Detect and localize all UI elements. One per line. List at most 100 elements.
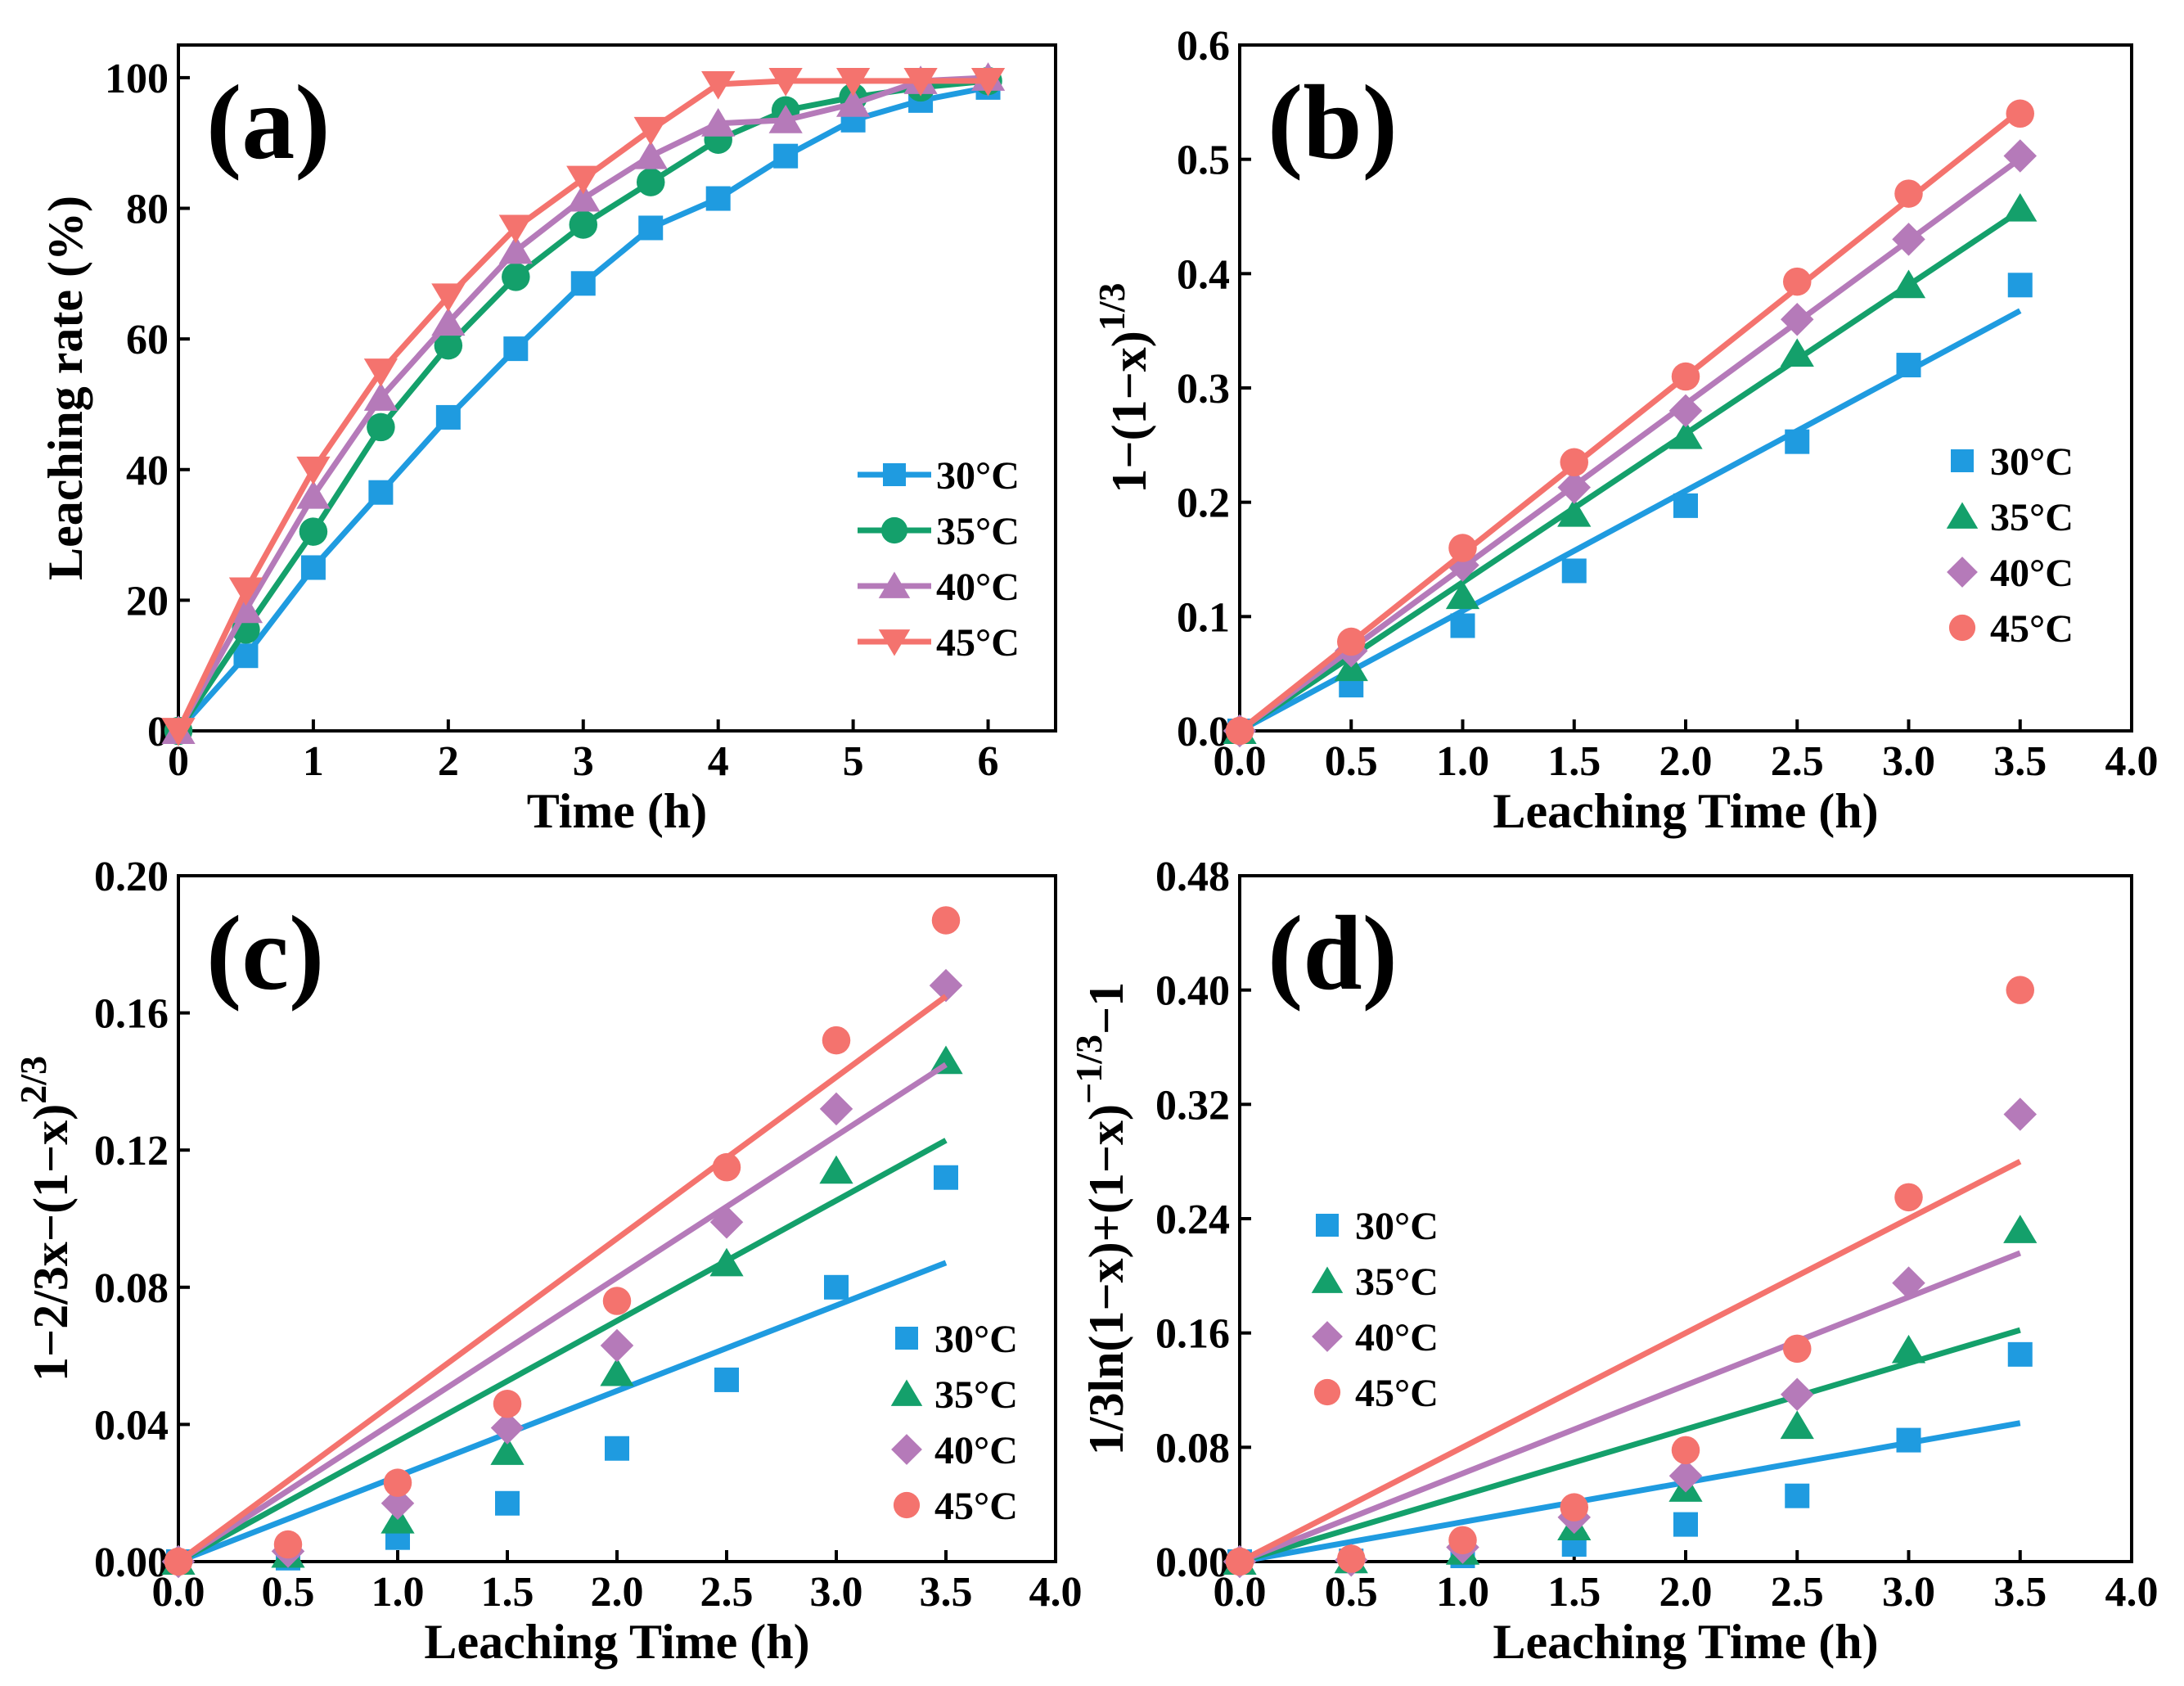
data-point-c-1 xyxy=(600,1357,634,1386)
y-tick-label-a: 60 xyxy=(126,317,169,363)
x-tick-label-a: 4 xyxy=(708,738,729,785)
panel-label-d: (d) xyxy=(1268,895,1398,1012)
data-point-a-2 xyxy=(633,140,668,169)
data-point-a-3 xyxy=(296,456,331,485)
data-point-c-3 xyxy=(164,1547,193,1576)
x-axis-title-a: Time (h) xyxy=(527,784,708,838)
data-point-a-0 xyxy=(435,404,461,430)
x-tick-label-a: 1 xyxy=(303,738,324,785)
x-tick-label-b: 2.5 xyxy=(1771,738,1824,785)
y-tick-label-b: 0.0 xyxy=(1177,709,1230,755)
y-tick-label-a: 40 xyxy=(126,448,169,494)
data-point-b-0 xyxy=(1561,558,1587,584)
x-tick-label-a: 3 xyxy=(573,738,594,785)
y-tick-label-b: 0.4 xyxy=(1177,251,1230,298)
data-point-a-3 xyxy=(566,165,601,195)
legend-a: 30°C 35°C 40°C 45°C xyxy=(858,454,1020,665)
fit-line-b-1 xyxy=(1238,208,2022,733)
data-point-a-3 xyxy=(701,70,736,100)
data-point-a-0 xyxy=(503,336,529,362)
data-point-b-0 xyxy=(1785,429,1810,454)
data-point-a-2 xyxy=(228,594,263,624)
data-point-c-2 xyxy=(490,1411,525,1445)
data-point-a-1 xyxy=(367,412,395,442)
data-point-b-0 xyxy=(1896,353,1921,378)
data-point-c-3 xyxy=(931,906,961,935)
legend-marker-d-0 xyxy=(1316,1214,1339,1237)
data-point-d-2 xyxy=(1668,1459,1703,1493)
panel-label-a: (a) xyxy=(206,64,331,182)
legend-label-b-2: 40°C xyxy=(1990,552,2074,595)
data-point-d-0 xyxy=(1896,1427,1921,1453)
x-tick-label-a: 5 xyxy=(843,738,864,785)
y-tick-label-d: 0.48 xyxy=(1155,854,1230,900)
data-point-a-2 xyxy=(835,88,871,117)
data-point-a-3 xyxy=(161,718,196,746)
data-point-a-2 xyxy=(431,307,466,336)
data-point-c-1 xyxy=(490,1436,525,1465)
data-point-a-1 xyxy=(434,331,463,360)
y-axis-title-main: 1−(1−x) xyxy=(1102,331,1156,493)
data-point-b-3 xyxy=(1448,534,1477,562)
data-point-b-2 xyxy=(2003,139,2037,173)
x-tick-label-c: 2.0 xyxy=(591,1569,644,1616)
y-axis-title-b: 1−(1−x)1/3 xyxy=(1091,282,1156,493)
data-point-a-0 xyxy=(368,480,394,505)
data-point-d-3 xyxy=(1671,1436,1700,1465)
data-point-d-1 xyxy=(2003,1215,2038,1243)
y-tick-label-d: 0.24 xyxy=(1155,1197,1230,1243)
data-point-a-1 xyxy=(636,168,665,196)
data-point-d-3 xyxy=(2006,976,2034,1004)
x-tick-label-d: 1.0 xyxy=(1436,1569,1489,1616)
legend-marker-a-2 xyxy=(878,571,911,598)
y-tick-label-d: 0.00 xyxy=(1155,1539,1230,1586)
y-tick-label-c: 0.04 xyxy=(94,1402,169,1449)
x-tick-label-a: 6 xyxy=(978,738,999,785)
legend-label-a-2: 40°C xyxy=(936,566,1020,609)
x-tick-label-b: 0.5 xyxy=(1325,738,1378,785)
fit-line-b-0 xyxy=(1238,308,2022,734)
data-point-b-2 xyxy=(1781,302,1814,336)
plot-frame-a xyxy=(177,43,1057,733)
data-point-c-0 xyxy=(714,1367,739,1392)
data-point-c-1 xyxy=(709,1247,744,1277)
data-point-b-0 xyxy=(2007,273,2033,298)
legend-marker-d-1 xyxy=(1311,1266,1344,1293)
legend-marker-a-0 xyxy=(883,463,906,486)
data-point-b-2 xyxy=(1557,471,1591,504)
legend-marker-c-0 xyxy=(895,1327,918,1350)
x-tick-label-d: 2.0 xyxy=(1659,1569,1713,1616)
data-point-a-0 xyxy=(705,186,731,211)
legend-label-c-0: 30°C xyxy=(934,1318,1018,1361)
data-point-a-3 xyxy=(363,358,399,387)
data-point-a-0 xyxy=(638,215,664,241)
data-point-b-1 xyxy=(1668,420,1703,449)
series-a-3 xyxy=(161,67,1006,746)
fit-line-d-2 xyxy=(1238,1250,2022,1565)
data-point-b-3 xyxy=(2006,99,2034,128)
series-c-3 xyxy=(164,906,961,1576)
y-tick-label-a: 80 xyxy=(126,187,169,233)
x-axis-title-c: Leaching Time (h) xyxy=(424,1615,809,1669)
legend-marker-c-1 xyxy=(890,1379,923,1406)
data-point-c-3 xyxy=(493,1390,522,1418)
data-point-a-0 xyxy=(773,143,799,169)
y-axis-title-a: Leaching rate (%) xyxy=(38,196,92,580)
y-tick-label-c: 0.00 xyxy=(94,1539,169,1586)
data-point-d-3 xyxy=(1560,1493,1588,1521)
data-point-a-1 xyxy=(299,517,328,546)
data-point-b-1 xyxy=(2003,192,2038,222)
fit-line-c-0 xyxy=(177,1260,948,1565)
data-point-a-3 xyxy=(228,577,263,606)
y-axis-title-d: 1/3ln(1−x)+(1−x)−1/3−1 xyxy=(1068,982,1133,1455)
data-point-a-3 xyxy=(835,67,871,97)
fit-line-b-3 xyxy=(1237,108,2022,733)
data-point-c-0 xyxy=(824,1274,849,1300)
legend-d: 30°C 35°C 40°C 45°C xyxy=(1311,1205,1439,1415)
legend-label-d-0: 30°C xyxy=(1355,1205,1439,1248)
legend-label-d-3: 45°C xyxy=(1355,1372,1439,1415)
legend-marker-b-3 xyxy=(1948,614,1976,642)
data-point-b-0 xyxy=(1673,493,1698,518)
panel-c: 0.0 0.5 1.0 1.5 2.0 2.5 3.0 3.5 4.00.000.040.080… xyxy=(12,854,1083,1669)
